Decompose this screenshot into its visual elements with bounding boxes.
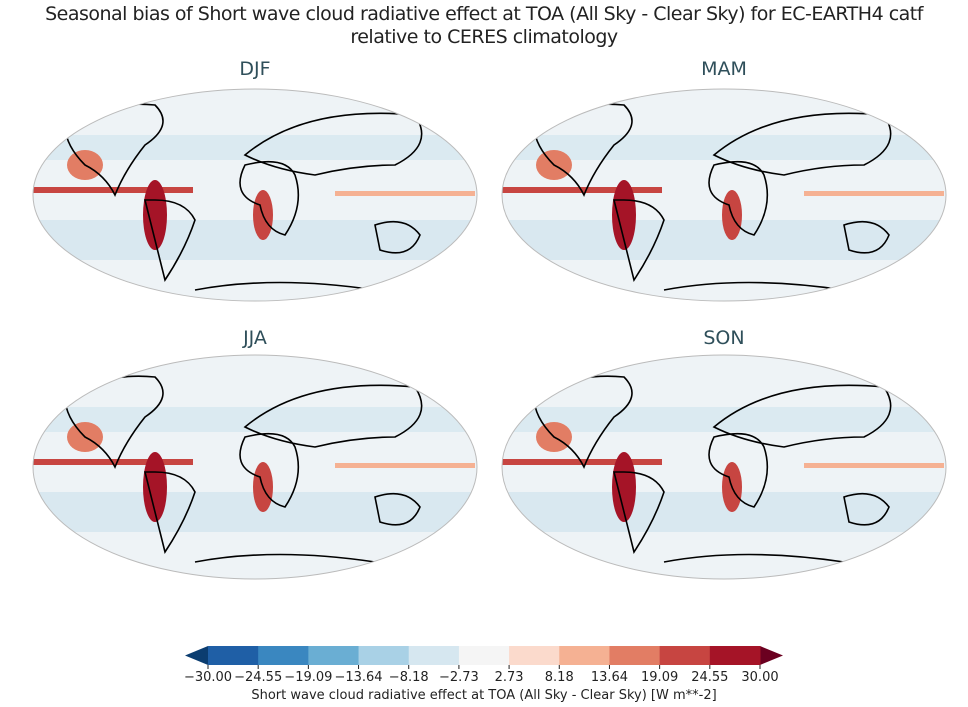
colorbar-tick-label: −19.09 [284, 670, 333, 685]
colorbar-tick-label: 24.55 [691, 670, 729, 685]
map-border [501, 354, 947, 580]
map-panel-jja [32, 354, 478, 580]
colorbar-bin [408, 646, 460, 665]
colorbar-tick-label: −13.64 [334, 670, 383, 685]
coastline [843, 492, 890, 526]
coastline [64, 375, 164, 469]
map-border [32, 354, 478, 580]
coastline [712, 112, 892, 176]
figure-title-line1: Seasonal bias of Short wave cloud radiat… [45, 3, 923, 25]
coastline [374, 492, 421, 526]
coastline [194, 553, 376, 563]
coastline [843, 220, 890, 254]
colorbar-tick-label: 8.18 [544, 670, 574, 685]
panel-title-mam: MAM [701, 58, 747, 80]
colorbar-extend-high [760, 646, 783, 665]
colorbar-tick-label: −24.55 [234, 670, 283, 685]
coastline [243, 112, 423, 176]
colorbar-tick-label: −8.18 [388, 670, 429, 685]
panel-title-jja: JJA [243, 327, 267, 349]
map-panel-son [501, 354, 947, 580]
coastline [243, 384, 423, 448]
coastline [374, 220, 421, 254]
colorbar [185, 646, 783, 669]
colorbar-bin [308, 646, 360, 665]
coastline [708, 160, 769, 236]
map-border [32, 88, 478, 302]
coastline [612, 471, 665, 554]
coastline [194, 281, 376, 291]
colorbar-bin [258, 646, 309, 665]
colorbar-tick-label: 13.64 [590, 670, 629, 685]
panel-title-son: SON [703, 327, 745, 349]
coastline [143, 471, 196, 554]
coastline [239, 160, 300, 236]
coastline [612, 199, 665, 282]
coastline [708, 432, 769, 508]
map-panel-djf [32, 88, 478, 302]
map-panel-mam [501, 88, 947, 302]
figure-title-line2: relative to CERES climatology [350, 26, 618, 48]
coastline [663, 553, 845, 563]
colorbar-bin [559, 646, 610, 665]
colorbar-tick-label: 19.09 [641, 670, 679, 685]
colorbar-bin [358, 646, 410, 665]
map-border [501, 88, 947, 302]
colorbar-bin [458, 646, 510, 665]
panel-title-djf: DJF [239, 58, 271, 80]
colorbar-tick-label: −2.73 [438, 670, 479, 685]
coastline [143, 199, 196, 282]
colorbar-tick-label: −30.00 [183, 670, 233, 685]
colorbar-label: Short wave cloud radiative effect at TOA… [251, 688, 717, 703]
coastline [663, 281, 845, 291]
colorbar-bin [659, 646, 711, 665]
coastline [533, 375, 633, 469]
colorbar-bin [709, 646, 761, 665]
colorbar-bin [609, 646, 661, 665]
colorbar-tick-label: 2.73 [494, 670, 524, 685]
colorbar-bin [208, 646, 259, 665]
colorbar-extend-low [185, 646, 208, 665]
coastline [239, 432, 300, 508]
colorbar-tick-label: 30.00 [741, 670, 779, 685]
colorbar-bin [509, 646, 560, 665]
coastline [712, 384, 892, 448]
